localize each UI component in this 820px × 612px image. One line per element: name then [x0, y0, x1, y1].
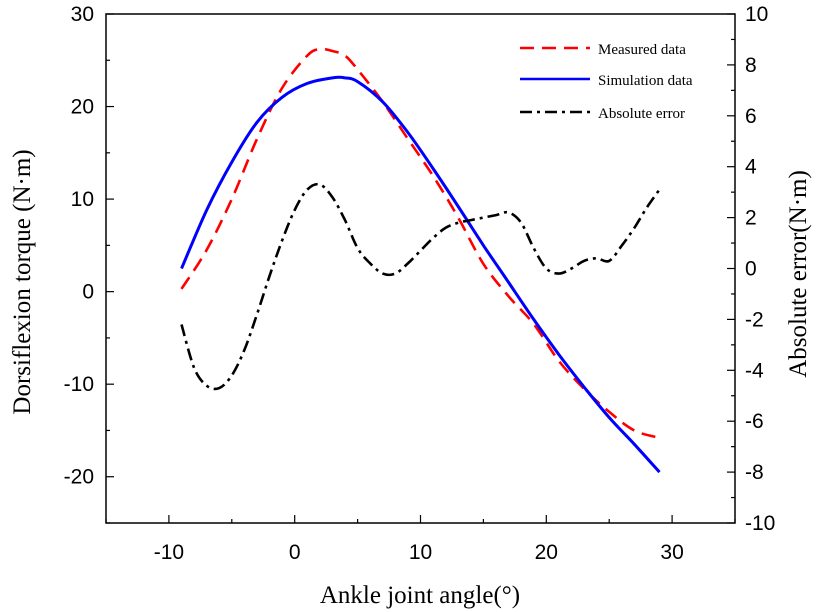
- y-right-tick-label: 0: [745, 258, 757, 281]
- x-axis-title: Ankle joint angle(°): [320, 582, 520, 609]
- legend-label-measured: Measured data: [598, 42, 686, 58]
- series-measured-line: [180, 47, 660, 440]
- x-tick-label: 20: [535, 541, 558, 564]
- y-right-tick-label: -8: [745, 461, 764, 484]
- y-right-tick-label: 6: [745, 105, 757, 128]
- x-tick-label: 0: [289, 541, 301, 564]
- y-right-tick-label: 10: [745, 3, 768, 26]
- axis-ticks: -10 0 10 20 30-20-100102030-10-8-6-4-2024681…: [64, 3, 776, 564]
- y-left-tick-label: 30: [71, 3, 94, 26]
- legend: Measured data Simulation data Absolute e…: [520, 42, 693, 122]
- legend-label-error: Absolute error: [598, 106, 685, 122]
- y-left-tick-label: 20: [71, 96, 94, 119]
- series-simulation-line: [180, 75, 661, 474]
- x-tick-label: -10: [154, 541, 184, 564]
- y-left-tick-label: 10: [71, 188, 94, 211]
- y-right-tick-label: 2: [745, 207, 757, 230]
- x-tick-label: 10: [409, 541, 432, 564]
- y-left-tick-label: -10: [64, 373, 94, 396]
- y-left-tick-label: -20: [64, 466, 94, 489]
- y-right-tick-label: 4: [745, 156, 757, 179]
- series-error-line: [180, 182, 661, 391]
- y-right-axis-title: Absolute error(N·m): [785, 170, 812, 378]
- y-left-tick-label: 0: [82, 281, 94, 304]
- legend-label-simulation: Simulation data: [598, 73, 693, 89]
- y-right-tick-label: -6: [745, 410, 764, 433]
- plot-frame: [105, 13, 736, 524]
- y-right-tick-label: -10: [745, 512, 775, 535]
- x-tick-label: 30: [660, 541, 683, 564]
- series-layer: [180, 47, 661, 474]
- y-left-axis-title: Dorsiflexion torque (N·m): [9, 149, 36, 414]
- y-right-tick-label: -4: [745, 359, 764, 382]
- y-right-tick-label: 8: [745, 54, 757, 77]
- y-right-tick-label: -2: [745, 308, 764, 331]
